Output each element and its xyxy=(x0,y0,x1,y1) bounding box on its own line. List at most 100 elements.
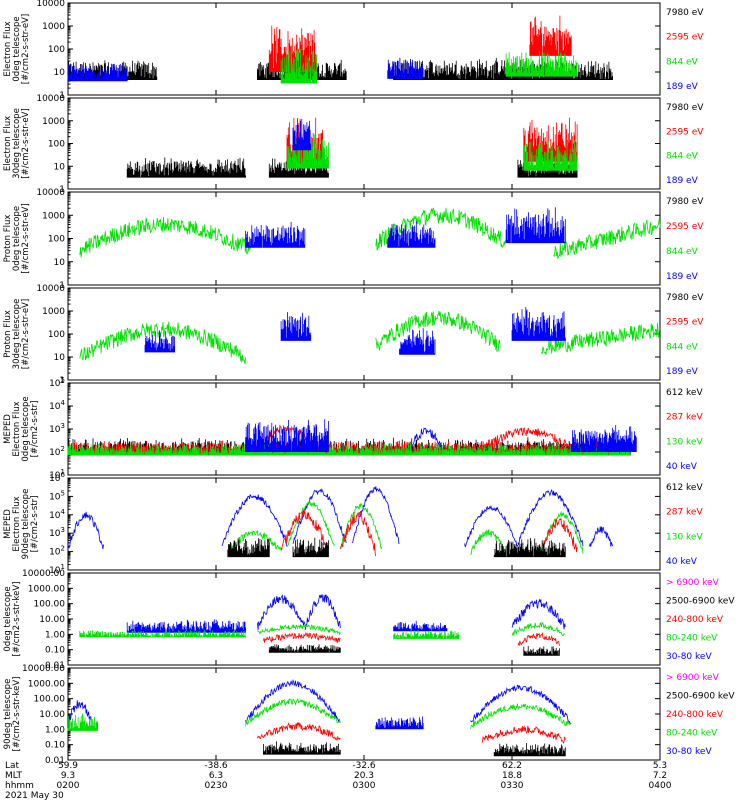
y-axis-label: Electron Flux xyxy=(12,401,22,456)
legend-entry: > 6900 keV xyxy=(666,673,720,683)
legend-entry: 612 keV xyxy=(666,388,703,398)
panel-7: 0.01 0.10 1.00 10.00 100.00 1000.00 10000.00 0d… xyxy=(3,569,735,671)
legend-entry: 2595 eV xyxy=(666,222,704,232)
series-00e000 xyxy=(79,311,661,365)
data-trace xyxy=(292,118,312,151)
legend-entry: 844 eV xyxy=(666,152,699,162)
series-0000ff xyxy=(144,307,566,355)
y-axis-label: [#/cm2-s-str-eV] xyxy=(21,108,31,178)
y-tick-label: 1000 xyxy=(42,307,65,317)
legend-entry: 130 keV xyxy=(666,437,703,447)
y-axis-label: [#/cm2-s-str-eV] xyxy=(21,203,31,273)
y-tick-label: 100 xyxy=(48,45,65,55)
data-trace xyxy=(553,217,661,260)
y-axis-label: [#/cm2-s-str-keV] xyxy=(12,677,22,752)
data-trace xyxy=(493,743,566,757)
legend-entry: 844 eV xyxy=(666,247,699,257)
panel-frame xyxy=(67,572,661,666)
y-axis-label: Proton Flux xyxy=(3,310,13,358)
y-tick-label: 1.00 xyxy=(45,630,65,640)
data-trace xyxy=(245,221,306,248)
legend-entry: 2595 eV xyxy=(666,318,704,328)
x-row-value: 59.9 xyxy=(58,761,78,771)
data-trace xyxy=(493,538,566,558)
data-trace xyxy=(470,529,507,556)
x-date-label: 2021 May 30 xyxy=(5,791,64,800)
data-trace xyxy=(393,620,448,632)
x-axis-rows: Lat 59.9 -38.6 -32.6 62.2 5.3 MLT 9.3 6.3 20.3 18.… xyxy=(5,761,672,800)
y-tick-label: 103 xyxy=(49,422,65,435)
data-trace xyxy=(464,505,519,548)
legend-entry: 2595 eV xyxy=(666,127,704,137)
y-tick-label: 102 xyxy=(49,445,65,458)
y-axis-label: MEPED xyxy=(3,509,13,539)
data-trace xyxy=(541,517,578,553)
y-tick-label: 100.00 xyxy=(34,600,66,610)
panel-5: 101 102 103 104 105 MEPED Electron Flux 0deg te… xyxy=(3,376,703,481)
series-000000 xyxy=(227,537,566,558)
series-0000ff xyxy=(245,207,566,248)
y-tick-label: 10000 xyxy=(36,284,65,294)
data-trace xyxy=(263,741,341,755)
panel-1: 1 10 100 1000 10000 Electron Flux 0deg telesco… xyxy=(3,0,704,101)
x-row-value: 6.3 xyxy=(209,771,223,781)
data-trace xyxy=(351,486,400,545)
data-trace xyxy=(67,511,104,550)
series-ff0000 xyxy=(257,722,566,744)
x-row-value: 0330 xyxy=(501,781,524,791)
chart-panels: 1 10 100 1000 10000 Electron Flux 0deg telesco… xyxy=(3,0,735,766)
data-trace xyxy=(286,134,329,169)
y-axis-label: Electron Flux xyxy=(3,116,13,171)
series-0000ff xyxy=(292,118,312,151)
data-trace xyxy=(221,493,288,547)
x-row-value: -32.6 xyxy=(352,761,376,771)
y-tick-label: 1000 xyxy=(42,211,65,221)
series-0000ff xyxy=(245,419,637,452)
y-tick-label: 1000 xyxy=(42,22,65,32)
legend-entry: 189 eV xyxy=(666,82,699,92)
data-trace xyxy=(511,307,566,341)
y-tick-label: 10.00 xyxy=(39,615,65,625)
data-trace xyxy=(257,624,341,636)
x-row-value: 62.2 xyxy=(502,761,522,771)
y-axis-label: 0deg telescope xyxy=(12,16,22,81)
y-tick-label: 1.00 xyxy=(45,725,65,735)
data-trace xyxy=(144,330,175,353)
y-tick-label: 10 xyxy=(54,258,66,268)
y-tick-label: 105 xyxy=(49,376,65,389)
legend-entry: 2595 eV xyxy=(666,33,704,43)
y-axis-label: 30deg telescope xyxy=(12,108,22,179)
data-trace xyxy=(529,15,572,56)
series-00e000 xyxy=(280,48,578,84)
x-row-value: 5.3 xyxy=(653,761,667,771)
legend-entry: > 6900 keV xyxy=(666,578,720,588)
legend-entry: 287 keV xyxy=(666,413,703,423)
legend-entry: 2500-6900 keV xyxy=(666,597,735,607)
y-tick-label: 102 xyxy=(49,545,65,558)
data-trace xyxy=(245,419,329,452)
y-tick-label: 1 xyxy=(59,185,65,195)
legend-entry: 7980 eV xyxy=(666,197,704,207)
data-trace xyxy=(482,725,566,744)
legend-entry: 189 eV xyxy=(666,367,699,377)
data-trace xyxy=(280,509,329,551)
y-axis-label: Proton Flux xyxy=(3,215,13,263)
panel-3: 1 10 100 1000 10000 Proton Flux 0deg telescope… xyxy=(3,188,704,291)
x-row-label: MLT xyxy=(5,771,23,781)
panel-6: 101 102 103 104 105 106 MEPED Electron Flux 90de… xyxy=(3,471,703,576)
y-axis-label: 90deg telescope xyxy=(3,679,13,750)
legend-entry: 189 eV xyxy=(666,176,699,186)
y-axis-label: [#/cm2-s-str-eV] xyxy=(21,299,31,369)
y-tick-label: 100 xyxy=(48,235,65,245)
data-trace xyxy=(482,426,572,451)
y-tick-label: 104 xyxy=(49,399,65,412)
legend-entry: 40 keV xyxy=(666,462,698,472)
data-trace xyxy=(387,59,424,79)
y-axis-label: Electron Flux xyxy=(12,496,22,551)
data-trace xyxy=(268,158,329,178)
y-tick-label: 1 xyxy=(59,281,65,291)
y-tick-label: 10000 xyxy=(36,94,65,104)
data-trace xyxy=(470,684,572,725)
y-tick-label: 0.01 xyxy=(45,756,65,766)
